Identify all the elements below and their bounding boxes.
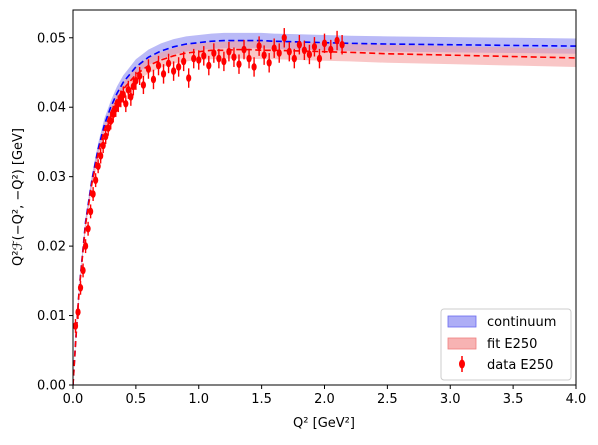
data-point bbox=[291, 54, 297, 63]
data-point bbox=[221, 57, 227, 66]
data-point bbox=[256, 42, 262, 50]
x-tick-label: 2.0 bbox=[314, 392, 335, 407]
data-point bbox=[73, 322, 79, 330]
data-point bbox=[261, 51, 267, 59]
data-point bbox=[311, 43, 318, 51]
y-tick-label: 0.03 bbox=[37, 170, 66, 185]
data-point bbox=[125, 86, 131, 94]
data-point bbox=[110, 110, 116, 118]
data-point bbox=[155, 61, 162, 70]
center-line-continuum bbox=[73, 39, 576, 385]
x-tick-label: 3.0 bbox=[440, 392, 461, 407]
data-point bbox=[75, 308, 81, 316]
y-axis-label: Q²ℱ(−Q², −Q²) [GeV] bbox=[11, 128, 26, 266]
data-point bbox=[211, 49, 217, 57]
data-point bbox=[316, 54, 323, 63]
y-tick-label: 0.00 bbox=[37, 379, 66, 394]
data-point bbox=[137, 72, 143, 80]
data-point bbox=[100, 141, 106, 150]
data-point bbox=[140, 81, 147, 89]
data-point bbox=[281, 33, 287, 42]
data-point bbox=[82, 242, 89, 250]
y-axis-ticks: 0.00 0.01 0.02 0.03 0.04 0.05 bbox=[37, 31, 73, 394]
legend-label-continuum: continuum bbox=[487, 315, 556, 330]
data-point bbox=[301, 46, 307, 55]
x-tick-label: 1.0 bbox=[188, 392, 209, 407]
data-point bbox=[286, 47, 292, 56]
data-point bbox=[231, 53, 237, 62]
data-point bbox=[201, 52, 207, 60]
data-point bbox=[145, 65, 152, 73]
data-point bbox=[128, 93, 134, 101]
data-point bbox=[108, 117, 114, 125]
data-point bbox=[241, 45, 247, 54]
data-point bbox=[226, 47, 232, 56]
legend-swatch-continuum bbox=[447, 315, 477, 328]
data-point bbox=[176, 63, 182, 71]
data-point bbox=[271, 44, 277, 52]
data-point bbox=[165, 59, 172, 68]
data-point bbox=[306, 50, 313, 59]
data-point bbox=[103, 132, 109, 141]
data-point bbox=[216, 54, 222, 63]
y-tick-label: 0.05 bbox=[37, 31, 66, 46]
data-point bbox=[191, 54, 197, 63]
data-point bbox=[80, 266, 86, 275]
data-point bbox=[328, 45, 334, 54]
y-tick-label: 0.02 bbox=[37, 240, 66, 255]
data-point bbox=[130, 82, 136, 91]
data-point bbox=[266, 58, 272, 67]
y-tick-label: 0.01 bbox=[37, 309, 66, 324]
data-point bbox=[98, 152, 104, 160]
x-tick-label: 3.5 bbox=[503, 392, 524, 407]
legend-label-data: data E250 bbox=[487, 358, 553, 373]
x-tick-label: 1.5 bbox=[251, 392, 272, 407]
data-point bbox=[236, 60, 242, 68]
legend-swatch-fit bbox=[447, 337, 477, 350]
data-point bbox=[321, 39, 328, 48]
y-tick-label: 0.04 bbox=[37, 101, 66, 116]
data-point bbox=[181, 57, 187, 66]
data-point bbox=[160, 70, 167, 78]
x-tick-label: 2.5 bbox=[377, 392, 398, 407]
x-axis-label: Q² [GeV²] bbox=[293, 416, 355, 431]
data-point bbox=[196, 56, 202, 64]
data-point bbox=[88, 207, 94, 216]
data-point bbox=[133, 77, 139, 85]
data-point bbox=[90, 190, 96, 198]
legend-marker-data bbox=[459, 359, 465, 369]
data-point bbox=[93, 176, 99, 184]
data-point bbox=[276, 49, 282, 57]
center-lines-layer bbox=[73, 39, 576, 385]
x-tick-label: 0.5 bbox=[126, 392, 147, 407]
x-tick-label: 0.0 bbox=[63, 392, 84, 407]
x-axis-ticks: 0.0 0.5 1.0 1.5 2.0 2.5 3.0 3.5 4.0 bbox=[63, 385, 587, 407]
data-points-layer bbox=[73, 28, 345, 333]
data-point bbox=[251, 63, 257, 71]
data-point bbox=[105, 124, 111, 132]
data-point bbox=[246, 54, 252, 63]
center-line-fit-e250 bbox=[73, 48, 576, 385]
data-point bbox=[186, 74, 192, 82]
legend-label-fit: fit E250 bbox=[487, 337, 537, 352]
data-point bbox=[150, 75, 157, 84]
data-point bbox=[296, 40, 302, 49]
x-tick-label: 4.0 bbox=[566, 392, 587, 407]
data-point bbox=[120, 90, 126, 99]
data-point bbox=[171, 67, 177, 75]
data-point bbox=[77, 283, 84, 292]
data-point bbox=[85, 224, 91, 233]
data-point bbox=[206, 61, 212, 70]
data-point bbox=[339, 40, 345, 49]
legend: continuum fit E250 data E250 bbox=[440, 308, 572, 381]
data-point bbox=[123, 99, 129, 108]
data-point bbox=[334, 36, 340, 45]
data-point bbox=[95, 162, 101, 171]
